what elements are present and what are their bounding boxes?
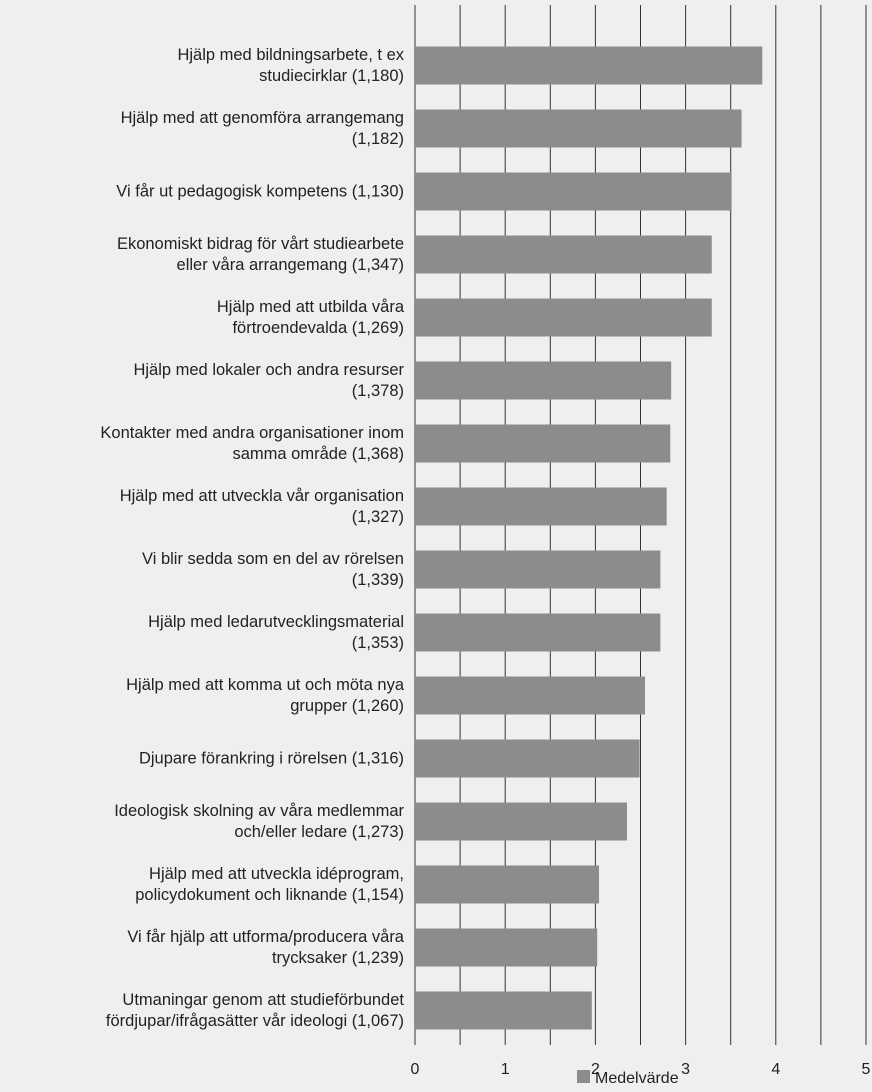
bar (415, 109, 742, 148)
y-tick-label: Vi får hjälp att utforma/producera våra … (127, 927, 404, 967)
y-tick-label: Hjälp med att genomföra arrangemang (1,1… (120, 108, 404, 148)
x-tick-label: 5 (862, 1061, 871, 1078)
y-tick-label: Ekonomiskt bidrag för vårt studiearbete … (116, 234, 404, 274)
bar (415, 676, 646, 715)
legend-label: Medelvärde (595, 1070, 679, 1087)
bar (415, 235, 712, 274)
bar (415, 46, 763, 85)
x-tick-label: 1 (501, 1061, 510, 1078)
bar (415, 550, 661, 589)
y-tick-label: Hjälp med bildningsarbete, t ex studieci… (177, 45, 404, 85)
bar (415, 613, 661, 652)
y-tick-label: Hjälp med att komma ut och möta nya grup… (126, 675, 404, 715)
bar (415, 361, 672, 400)
bar (415, 865, 600, 904)
bar (415, 991, 592, 1030)
y-tick-label: Ideologisk skolning av våra medlemmar oc… (114, 801, 404, 841)
y-tick-label: Hjälp med ledarutvecklingsmaterial (1,35… (148, 612, 404, 652)
bar (415, 802, 627, 841)
bar (415, 487, 667, 526)
bar (415, 298, 712, 337)
x-tick-label: 0 (411, 1061, 420, 1078)
y-tick-label: Hjälp med att utveckla vår organisation … (119, 486, 404, 526)
bar (415, 424, 671, 463)
y-tick-label: Hjälp med lokaler och andra resurser (1,… (133, 360, 404, 400)
y-tick-label: Kontakter med andra organisationer inom … (100, 423, 404, 463)
legend-swatch (577, 1070, 590, 1083)
y-tick-label: Utmaningar genom att studieförbundet för… (105, 990, 404, 1030)
bar (415, 928, 598, 967)
x-tick-label: 4 (771, 1061, 780, 1078)
y-tick-label: Djupare förankring i rörelsen (1,316) (138, 749, 404, 767)
x-tick-label: 3 (681, 1061, 690, 1078)
y-tick-label: Vi blir sedda som en del av rörelsen (1,… (141, 549, 404, 589)
y-tick-label: Vi får ut pedagogisk kompetens (1,130) (116, 182, 404, 200)
y-tick-label: Hjälp med att utbilda våra förtroendeval… (216, 297, 404, 337)
x-tick-label: 2 (591, 1061, 600, 1078)
y-tick-label: Hjälp med att utveckla idéprogram, polic… (135, 864, 404, 904)
bar (415, 172, 732, 211)
bar (415, 739, 640, 778)
